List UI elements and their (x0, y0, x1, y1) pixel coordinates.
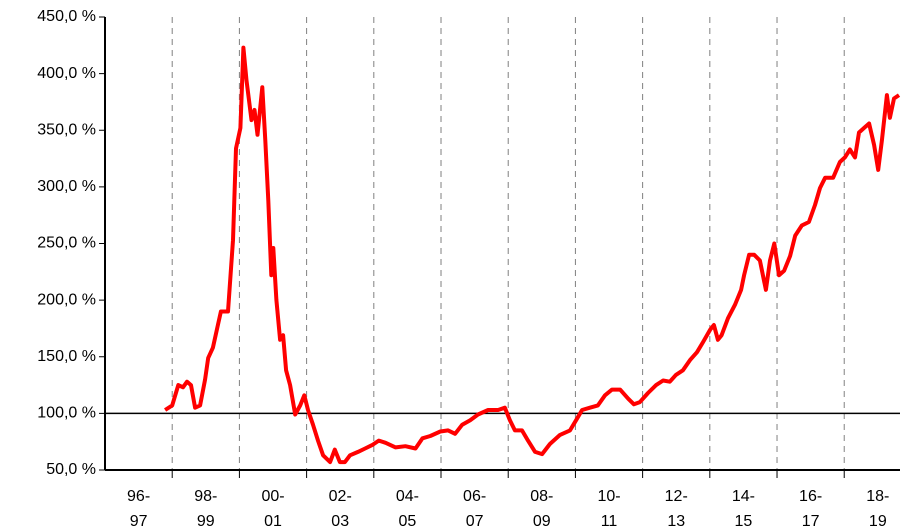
x-tick-label: 02- (329, 488, 352, 505)
x-tick-label: 97 (130, 513, 148, 530)
data-line (164, 45, 901, 465)
x-tick-label: 04- (396, 488, 419, 505)
x-tick-label: 11 (601, 513, 618, 530)
y-tick-label: 200,0 % (37, 291, 96, 308)
x-tick-label: 19 (869, 513, 887, 530)
x-tick-label: 98- (194, 488, 217, 505)
y-tick-label: 50,0 % (46, 461, 96, 478)
y-tick-label: 300,0 % (37, 178, 96, 195)
x-tick-label: 06- (463, 488, 486, 505)
y-tick-label: 450,0 % (37, 8, 96, 25)
x-tick-label: 00- (261, 488, 284, 505)
x-tick-label: 08- (530, 488, 553, 505)
x-tick-label: 09 (533, 513, 551, 530)
x-tick-label: 99 (197, 513, 215, 530)
y-tick-label: 250,0 % (37, 235, 96, 252)
y-tick-label: 150,0 % (37, 348, 96, 365)
x-tick-label: 01 (264, 513, 282, 530)
y-tick-label: 100,0 % (37, 405, 96, 422)
x-tick-label: 13 (667, 513, 685, 530)
x-tick-label: 07 (466, 513, 484, 530)
x-tick-label: 12- (665, 488, 688, 505)
x-tick-label: 14- (732, 488, 755, 505)
x-tick-label: 15 (735, 513, 753, 530)
x-tick-label: 03 (331, 513, 349, 530)
y-tick-label: 350,0 % (37, 121, 96, 138)
x-tick-label: 16- (799, 488, 822, 505)
x-tick-label: 18- (866, 488, 889, 505)
x-tick-label: 17 (802, 513, 820, 530)
y-tick-label: 400,0 % (37, 65, 96, 82)
x-tick-label: 96- (127, 488, 150, 505)
x-tick-label: 05 (399, 513, 417, 530)
x-tick-label: 10- (597, 488, 620, 505)
